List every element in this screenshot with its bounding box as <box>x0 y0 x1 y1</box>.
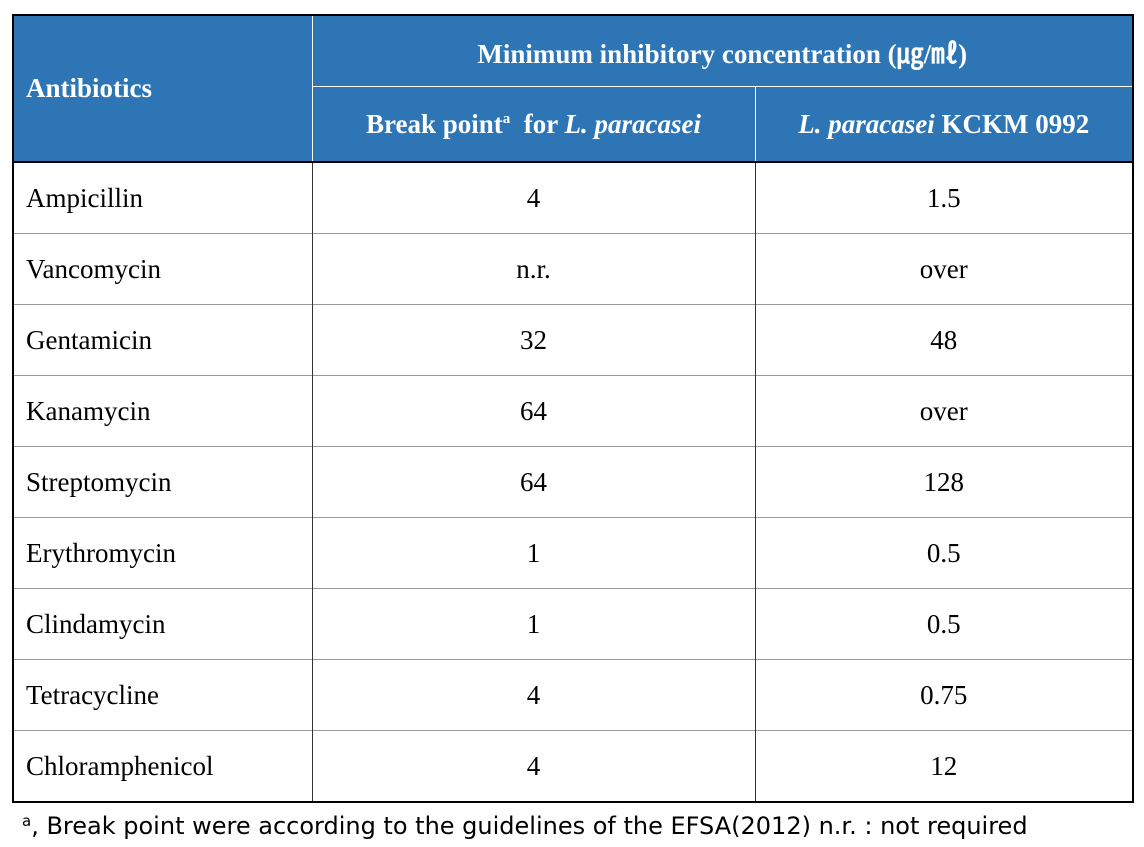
header-text: L. paracasei <box>798 108 935 139</box>
superscript: a <box>22 812 32 830</box>
table-row: Gentamicin 32 48 <box>13 304 1133 376</box>
table-row: Tetracycline 4 0.75 <box>13 659 1133 731</box>
table-row: Vancomycin n.r. over <box>13 233 1133 305</box>
mic-value: 12 <box>755 730 1133 802</box>
mic-value: 0.5 <box>755 517 1133 589</box>
antibiotic-name: Streptomycin <box>13 446 313 518</box>
mic-table: Antibiotics Minimum inhibitory concentra… <box>12 14 1134 803</box>
mic-value: 4 <box>312 161 756 234</box>
antibiotic-name: Chloramphenicol <box>13 730 313 802</box>
header-text: for <box>523 108 558 139</box>
mic-value: 128 <box>755 446 1133 518</box>
mic-value: 64 <box>312 375 756 447</box>
table-row: Streptomycin 64 128 <box>13 446 1133 518</box>
table-row: Clindamycin 1 0.5 <box>13 588 1133 660</box>
mic-value: 4 <box>312 730 756 802</box>
header-cell: Antibiotics <box>13 15 313 162</box>
table-body: Ampicillin 4 1.5 Vancomycin n.r. over Gentamic… <box>13 161 1133 802</box>
header-cell: Minimum inhibitory concentration (㎍/㎖) <box>312 15 1133 87</box>
superscript: a <box>502 110 511 127</box>
mic-value: n.r. <box>312 233 756 305</box>
footnote: a, Break point were according to the gui… <box>22 812 1028 840</box>
mic-value: 32 <box>312 304 756 376</box>
table-row: Ampicillin 4 1.5 <box>13 161 1133 234</box>
header-text: Break point <box>365 108 503 139</box>
mic-value: 1 <box>312 517 756 589</box>
table-row: Chloramphenicol 4 12 <box>13 730 1133 802</box>
mic-value: 1 <box>312 588 756 660</box>
header-cell: Break pointa for L. paracasei <box>312 86 756 162</box>
antibiotic-name: Kanamycin <box>13 375 313 447</box>
mic-value: 48 <box>755 304 1133 376</box>
table-row: Erythromycin 1 0.5 <box>13 517 1133 589</box>
header-text: L. paracasei <box>564 108 701 139</box>
antibiotic-name: Clindamycin <box>13 588 313 660</box>
mic-value: 0.5 <box>755 588 1133 660</box>
table-row: Kanamycin 64 over <box>13 375 1133 447</box>
antibiotic-name: Gentamicin <box>13 304 313 376</box>
antibiotic-name: Ampicillin <box>13 161 313 234</box>
mic-value: 1.5 <box>755 161 1133 234</box>
header-cell: L. paracasei KCKM 0992 <box>755 86 1133 162</box>
antibiotic-name: Erythromycin <box>13 517 313 589</box>
antibiotic-name: Vancomycin <box>13 233 313 305</box>
mic-value: over <box>755 233 1133 305</box>
mic-value: over <box>755 375 1133 447</box>
footnote-text: , Break point were according to the guid… <box>31 812 1028 840</box>
mic-value: 0.75 <box>755 659 1133 731</box>
mic-value: 4 <box>312 659 756 731</box>
mic-value: 64 <box>312 446 756 518</box>
header-text: KCKM 0992 <box>941 108 1090 139</box>
antibiotic-name: Tetracycline <box>13 659 313 731</box>
